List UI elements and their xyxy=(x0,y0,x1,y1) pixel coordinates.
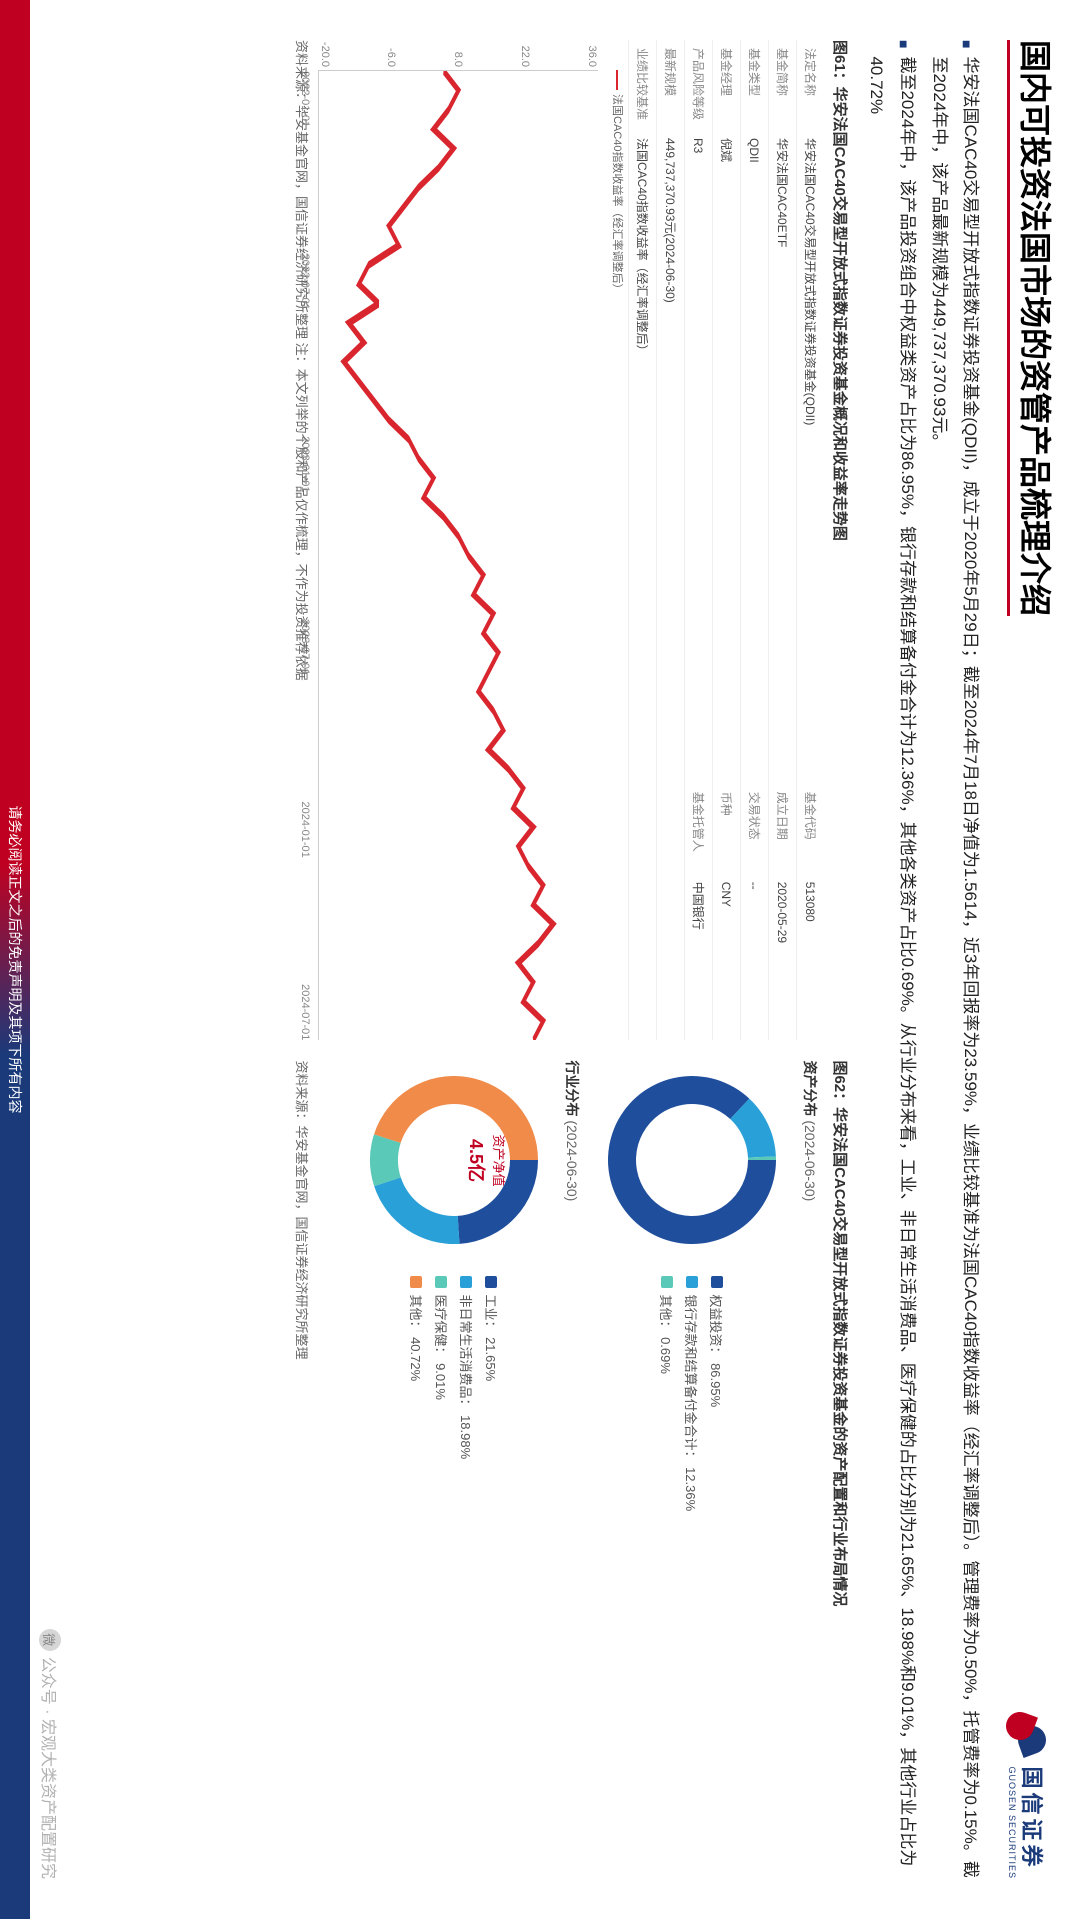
logo-en: GUOSEN SECURITIES xyxy=(1007,1766,1017,1879)
legend-item: 银行存款和结算备付金合计： 12.36% xyxy=(682,1276,701,1511)
table-label: 基金托管人 xyxy=(684,784,712,874)
table-label: 基金经理 xyxy=(712,40,740,130)
legend-swatch xyxy=(686,1276,698,1288)
table-value xyxy=(628,874,656,1041)
sector-date: (2024-06-30) xyxy=(564,1120,580,1201)
table-value: 华安法国CAC40交易型开放式指数证券投资基金(QDII) xyxy=(796,130,824,784)
table-value: CNY xyxy=(712,874,740,1041)
legend-label: 非日常生活消费品： 18.98% xyxy=(457,1294,476,1459)
page-title: 国内可投资法国市场的资管产品梳理介绍 xyxy=(1007,40,1060,616)
donut-slice xyxy=(374,1178,459,1245)
line-chart: 36.022.08.0-6.0-20.0 2022-01-012022-07-0… xyxy=(318,70,598,1040)
table-label: 基金代码 xyxy=(796,784,824,874)
table-label: 产品风险等级 xyxy=(684,40,712,130)
donut-slice xyxy=(370,1135,401,1187)
legend-swatch xyxy=(435,1276,447,1288)
table-value xyxy=(656,874,684,1041)
legend-item: 工业： 21.65% xyxy=(482,1276,501,1459)
legend-swatch xyxy=(711,1276,723,1288)
table-value: 513080 xyxy=(796,874,824,1041)
right-panel-title: 图62：华安法国CAC40交易型开放式指数证券投资基金的资产配置和行业布局情况 xyxy=(830,1060,851,1879)
bullet-2: 截至2024年中，该产品投资组合中权益类资产占比为86.95%，银行存款和结算备… xyxy=(861,56,922,1879)
table-label: 最新规模 xyxy=(656,40,684,130)
left-panel-title: 图61：华安法国CAC40交易型开放式指数证券投资基金概况和收益率走势图 xyxy=(830,40,851,1040)
legend-swatch xyxy=(485,1276,497,1288)
legend-item: 医疗保健： 9.01% xyxy=(432,1276,451,1459)
table-label xyxy=(656,784,684,874)
table-value: 法国CAC40指数收益率（经汇率调整后） xyxy=(628,130,656,784)
logo: 国信证券 GUOSEN SECURITIES xyxy=(1007,1708,1049,1879)
bullet-icon: ■ xyxy=(861,40,916,48)
footer-disclaimer: 请务必阅读正文之后的免责声明及其项下所有内容 xyxy=(0,0,30,1919)
legend-item: 权益投资： 86.95% xyxy=(707,1276,726,1511)
table-value: R3 xyxy=(684,130,712,784)
table-label: 业绩比较基准 xyxy=(628,40,656,130)
asset-date: (2024-06-30) xyxy=(802,1120,818,1201)
info-table: 法定名称 华安法国CAC40交易型开放式指数证券投资基金(QDII) 基金代码 … xyxy=(628,40,824,1040)
legend-item: 其他： 0.69% xyxy=(657,1276,676,1511)
legend-swatch xyxy=(460,1276,472,1288)
table-value: QDII xyxy=(740,130,768,784)
table-value: -- xyxy=(740,874,768,1041)
table-value: 2020-05-29 xyxy=(768,874,796,1041)
chart-legend: 法国CAC40指数收益率（经汇率调整后） xyxy=(606,40,628,1040)
line-series xyxy=(344,71,553,1040)
table-label: 基金简称 xyxy=(768,40,796,130)
table-value: 倪斌 xyxy=(712,130,740,784)
legend-label: 工业： 21.65% xyxy=(482,1294,501,1381)
table-value: 中国银行 xyxy=(684,874,712,1041)
sector-title: 行业分布 xyxy=(564,1060,580,1116)
table-label: 币种 xyxy=(712,784,740,874)
table-label xyxy=(628,784,656,874)
legend-item: 非日常生活消费品： 18.98% xyxy=(457,1276,476,1459)
legend-label: 其他： 0.69% xyxy=(657,1294,676,1373)
bullet-icon: ■ xyxy=(924,40,979,48)
legend-label: 其他： 40.72% xyxy=(407,1294,426,1381)
legend-label: 权益投资： 86.95% xyxy=(707,1294,726,1407)
legend-swatch xyxy=(410,1276,422,1288)
logo-icon xyxy=(1008,1708,1048,1758)
logo-cn: 国信证券 xyxy=(1017,1766,1049,1879)
table-value: 449,737,370.93元(2024-06-30) xyxy=(656,130,684,784)
right-source: 资料来源：华安基金官网，国信证券经济研究所整理 xyxy=(293,1060,312,1879)
wechat-icon: 微 xyxy=(39,1629,61,1651)
legend-label: 医疗保健： 9.01% xyxy=(432,1294,451,1399)
table-label: 交易状态 xyxy=(740,784,768,874)
legend-item: 其他： 40.72% xyxy=(407,1276,426,1459)
legend-swatch xyxy=(661,1276,673,1288)
table-value: 华安法国CAC40ETF xyxy=(768,130,796,784)
table-label: 成立日期 xyxy=(768,784,796,874)
watermark: 微 公众号 · 宏观大类资产配置研究 xyxy=(38,1629,62,1879)
donut-slice xyxy=(457,1160,537,1244)
table-label: 基金类型 xyxy=(740,40,768,130)
table-label: 法定名称 xyxy=(796,40,824,130)
bullet-1: 华安法国CAC40交易型开放式指数证券投资基金(QDII)，成立于2020年5月… xyxy=(924,56,985,1879)
asset-title: 资产分布 xyxy=(802,1060,818,1116)
legend-label: 银行存款和结算备付金合计： 12.36% xyxy=(682,1294,701,1511)
